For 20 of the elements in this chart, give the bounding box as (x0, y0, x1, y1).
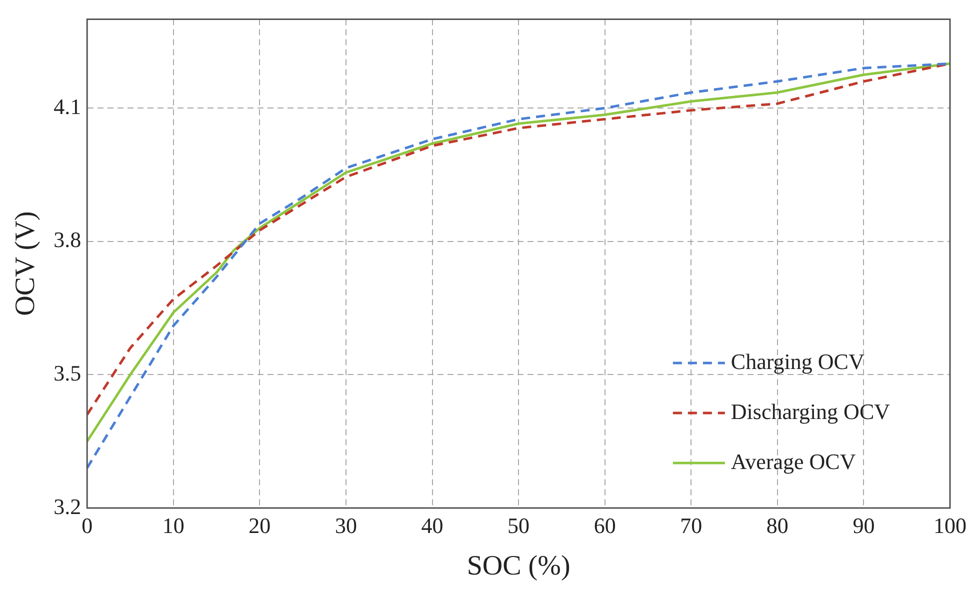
x-tick-label: 90 (852, 512, 875, 538)
x-tick-label: 0 (82, 512, 93, 538)
y-tick-label: 3.5 (54, 360, 82, 386)
x-tick-label: 50 (508, 512, 530, 538)
x-tick-label: 10 (162, 512, 184, 538)
y-tick-label: 3.2 (54, 494, 82, 519)
x-axis-title: SOC (%) (466, 550, 570, 582)
y-tick-label: 3.8 (54, 227, 82, 252)
x-tick-label: 20 (248, 512, 271, 538)
x-tick-label: 60 (594, 512, 616, 538)
x-tick-label: 70 (680, 512, 702, 538)
legend-label: Average OCV (730, 448, 856, 474)
y-axis-title: OCV (V) (10, 211, 42, 316)
legend-label: Charging OCV (730, 348, 864, 374)
x-tick-label: 30 (334, 512, 357, 538)
x-tick-label: 80 (766, 512, 788, 538)
y-tick-label: 4.1 (54, 94, 82, 119)
x-tick-label: 100 (934, 512, 966, 538)
legend-label: Discharging OCV (730, 398, 890, 424)
x-tick-label: 40 (421, 512, 444, 538)
